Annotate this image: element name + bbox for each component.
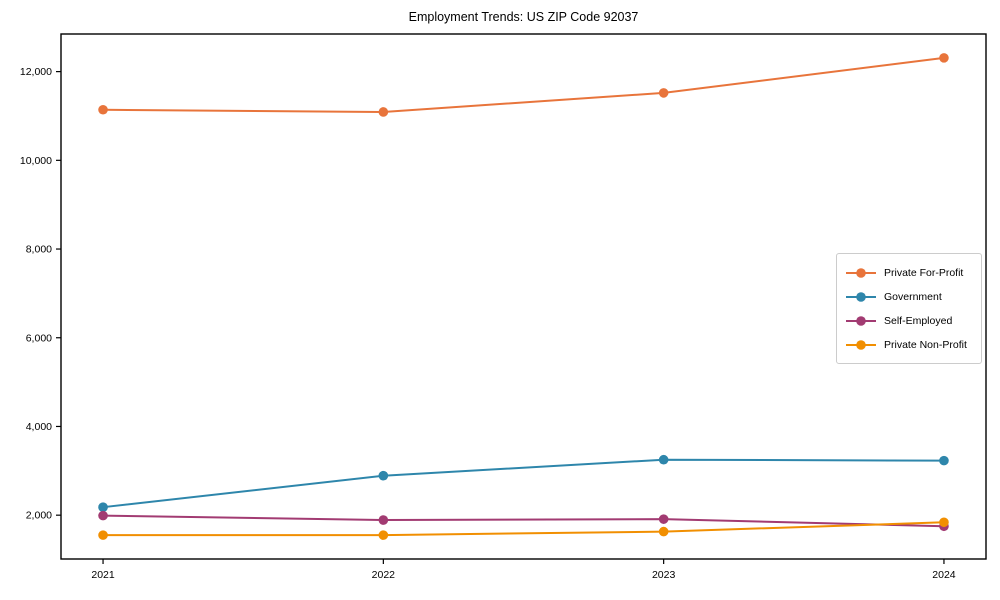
x-tick-label: 2024 xyxy=(932,569,956,581)
y-tick-label: 6,000 xyxy=(26,332,52,344)
y-tick-label: 4,000 xyxy=(26,421,52,433)
legend-item-private-non-profit: Private Non-Profit xyxy=(845,333,973,357)
plot-border xyxy=(60,33,987,560)
data-point-private-for-profit xyxy=(98,104,108,115)
series-line-self-employed xyxy=(103,514,944,528)
data-point-self-employed xyxy=(98,510,108,521)
y-tick-label: 12,000 xyxy=(20,66,52,78)
data-point-government xyxy=(939,455,949,466)
chart-legend: Private For-Profit Government Self-Employe… xyxy=(836,253,982,364)
data-point-government xyxy=(378,470,389,481)
data-point-government xyxy=(98,502,108,512)
data-point-private-for-profit xyxy=(939,53,949,63)
legend-dot xyxy=(856,316,866,326)
data-point-private-non-profit xyxy=(98,530,108,540)
legend-label: Private For-Profit xyxy=(884,267,964,279)
legend-item-private-for-profit: Private For-Profit xyxy=(845,261,973,285)
data-point-private-non-profit xyxy=(378,530,389,540)
legend-item-self-employed: Self-Employed xyxy=(845,309,973,333)
data-point-private-non-profit xyxy=(939,517,949,528)
x-tick-label: 2021 xyxy=(91,569,115,581)
chart-title: Employment Trends: US ZIP Code 92037 xyxy=(408,10,639,24)
series-line-private-non-profit xyxy=(103,521,944,537)
data-point-private-for-profit xyxy=(658,88,669,98)
legend-marker-private-for-profit-icon xyxy=(846,268,876,278)
x-tick-label: 2023 xyxy=(652,569,676,581)
data-point-self-employed xyxy=(378,515,389,525)
series-line-private-for-profit xyxy=(103,56,945,113)
legend-dot xyxy=(856,268,866,278)
legend-label: Private Non-Profit xyxy=(884,339,967,351)
y-tick-label: 2,000 xyxy=(26,510,52,522)
legend-item-government: Government xyxy=(845,285,973,309)
y-tick-label: 8,000 xyxy=(26,244,52,256)
data-point-private-non-profit xyxy=(658,526,669,537)
data-point-self-employed xyxy=(658,514,669,524)
legend-dot xyxy=(856,340,866,350)
data-point-private-for-profit xyxy=(378,107,389,117)
legend-label: Self-Employed xyxy=(884,315,953,327)
data-point-government xyxy=(658,454,669,465)
legend-marker-self-employed-icon xyxy=(846,316,876,326)
legend-marker-government-icon xyxy=(846,292,876,302)
legend-dot xyxy=(856,292,866,302)
legend-label: Government xyxy=(884,291,942,303)
y-tick-label: 10,000 xyxy=(20,155,52,167)
x-tick-label: 2022 xyxy=(372,569,396,581)
legend-marker-private-non-profit-icon xyxy=(846,340,876,350)
series-line-government xyxy=(102,458,944,509)
